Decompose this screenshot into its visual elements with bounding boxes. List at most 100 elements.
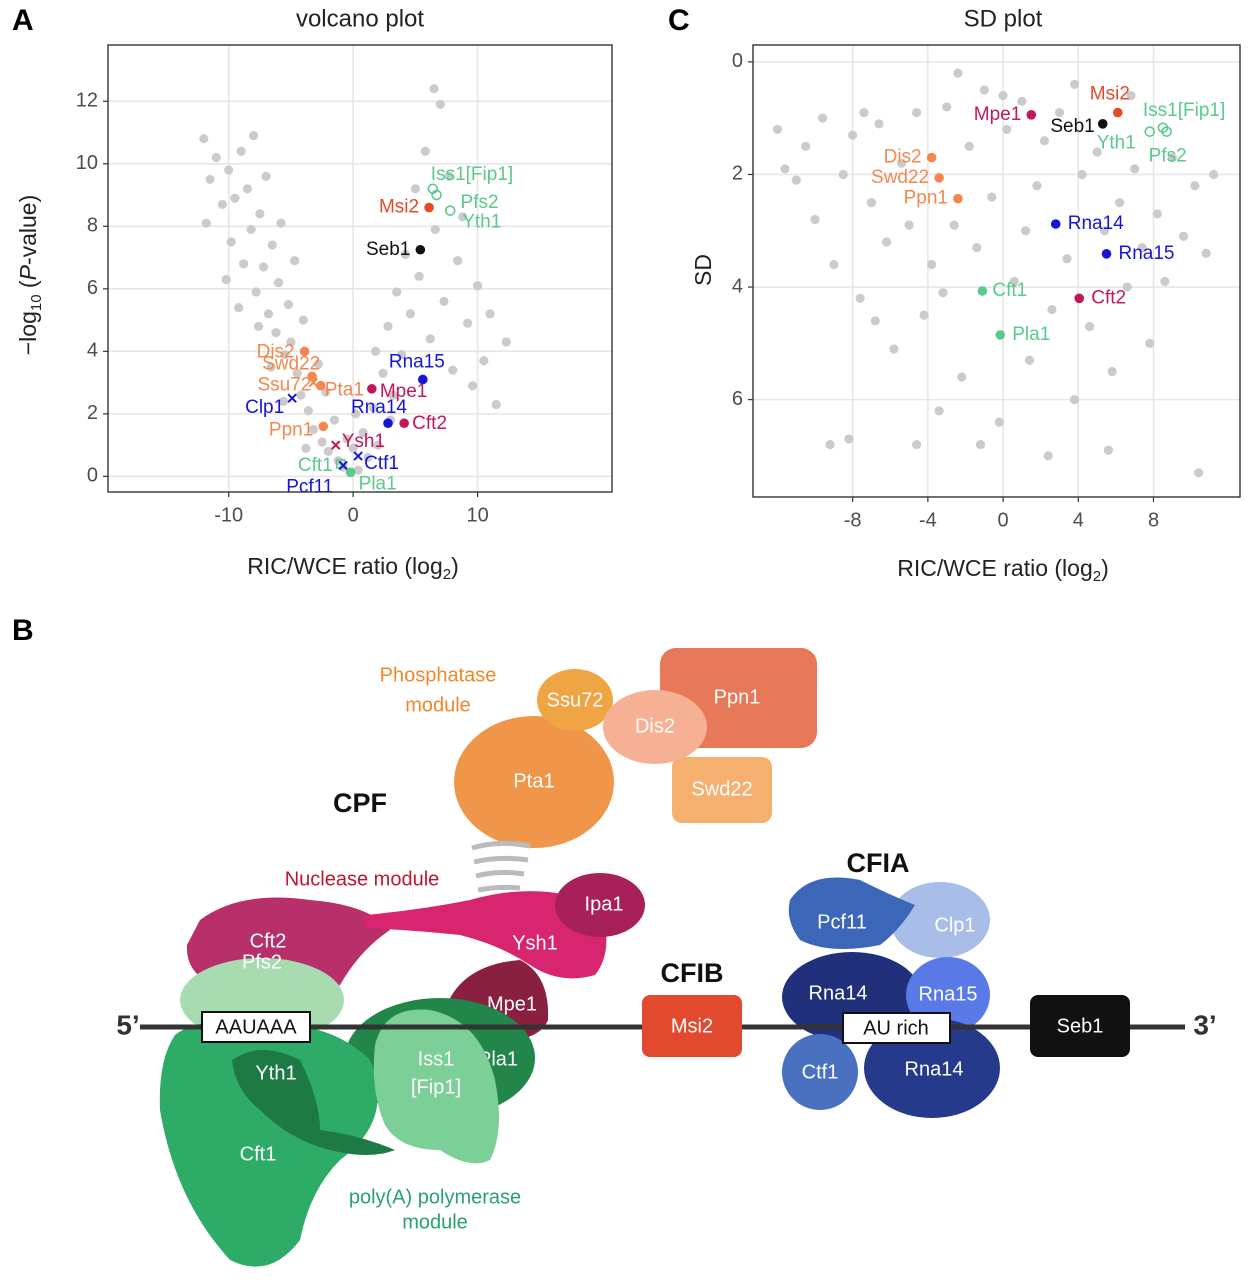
- point-label: Pta1: [325, 380, 364, 401]
- data-point: [1092, 147, 1102, 157]
- data-point: [290, 256, 300, 266]
- data-point: [239, 259, 249, 269]
- data-point: [410, 184, 420, 194]
- protein-shape: [890, 882, 990, 958]
- point-label: Cft2: [1091, 287, 1126, 308]
- y-tick-label: 10: [76, 152, 98, 174]
- data-point: [298, 315, 308, 325]
- data-point: [1084, 321, 1095, 332]
- data-point: [874, 119, 884, 129]
- x-tick-label: 4: [1073, 509, 1084, 531]
- data-point: [870, 316, 880, 326]
- data-point: [1069, 79, 1080, 90]
- protein-shape: [782, 1034, 858, 1110]
- point-label: Seb1: [366, 239, 410, 260]
- data-point: [255, 209, 265, 219]
- y-axis-label: −log10 (P-value): [15, 195, 45, 356]
- data-point: [303, 406, 313, 416]
- y-tick-label: 2: [732, 163, 743, 185]
- data-point: [810, 214, 820, 225]
- protein-label: Cft1: [240, 1143, 277, 1165]
- protein-label: Ctf1: [802, 1061, 839, 1083]
- x-tick-label: 8: [1148, 509, 1159, 531]
- data-point: [1032, 181, 1042, 191]
- data-point: [964, 141, 974, 151]
- data-point: [358, 428, 368, 438]
- point-label: Ctf1: [364, 453, 399, 474]
- protein-shape: [537, 669, 613, 731]
- motif-box: [842, 1012, 951, 1044]
- highlight-point: [287, 393, 297, 403]
- data-point: [242, 184, 252, 194]
- point-label: Swd22: [262, 353, 320, 374]
- data-point: [1103, 445, 1113, 455]
- data-point: [283, 299, 294, 310]
- data-point: [251, 287, 261, 297]
- point-label: Rna14: [351, 397, 407, 418]
- y-axis-label-part: 10: [28, 294, 45, 311]
- protein-shape: [603, 690, 707, 764]
- data-point: [425, 334, 435, 344]
- plot-background: [108, 45, 612, 492]
- data-point: [261, 171, 271, 181]
- highlight-point: [345, 467, 356, 478]
- highlight-point: [383, 418, 393, 429]
- y-axis-label: SD: [690, 254, 716, 286]
- data-point: [473, 281, 483, 291]
- data-point: [844, 434, 854, 444]
- data-point: [351, 409, 361, 419]
- data-point: [1069, 395, 1080, 405]
- protein-label: Pta1: [513, 770, 554, 792]
- protein-label: Msi2: [671, 1015, 713, 1037]
- point-label: Rna15: [1118, 243, 1174, 264]
- highlight-point: [934, 173, 944, 183]
- point-label: Mpe1: [974, 104, 1022, 125]
- complex-label: CFIB: [661, 958, 724, 988]
- highlight-point: [444, 205, 456, 216]
- data-point: [236, 146, 246, 156]
- data-point: [439, 296, 449, 306]
- data-point: [435, 99, 445, 109]
- data-point: [1122, 282, 1132, 292]
- protein-shape: [365, 891, 607, 979]
- protein-label: Ssu72: [547, 689, 604, 711]
- point-label: Yth1: [1097, 133, 1136, 154]
- data-point: [919, 310, 929, 320]
- x-tick-label: 0: [998, 509, 1009, 531]
- data-point: [348, 443, 358, 453]
- data-point: [1107, 366, 1117, 377]
- data-point: [1194, 468, 1204, 478]
- data-point: [267, 240, 277, 250]
- data-point: [429, 84, 439, 94]
- point-label: Ppn1: [269, 419, 313, 440]
- data-point: [829, 259, 839, 270]
- protein-shape: [555, 873, 645, 937]
- data-point: [249, 131, 259, 141]
- highlight-point: [1101, 249, 1112, 259]
- protein-label: Ysh1: [512, 932, 558, 954]
- data-point: [998, 91, 1008, 101]
- data-point: [1043, 451, 1053, 461]
- data-point: [1009, 276, 1019, 287]
- data-point: [373, 440, 383, 450]
- data-point: [491, 399, 501, 410]
- data-point: [201, 218, 211, 228]
- y-tick-label: 2: [87, 402, 98, 424]
- highlight-point: [1097, 119, 1108, 129]
- data-point: [211, 152, 221, 163]
- highlight-point: [338, 460, 348, 471]
- point-label: Seb1: [1050, 116, 1094, 137]
- data-point: [979, 85, 989, 95]
- data-point: [848, 130, 858, 140]
- protein-label: Rna15: [919, 983, 978, 1005]
- point-label: Cft1: [298, 455, 333, 476]
- protein-shape: [672, 757, 772, 823]
- protein-shape: [1030, 995, 1130, 1057]
- point-label: Dis2: [257, 341, 295, 362]
- point-label: Rna15: [389, 351, 445, 372]
- data-point: [383, 321, 393, 331]
- data-point: [911, 440, 922, 450]
- point-label: Iss1[Fip1]: [1143, 100, 1225, 121]
- data-point: [485, 309, 495, 319]
- protein-shape: [373, 1009, 499, 1164]
